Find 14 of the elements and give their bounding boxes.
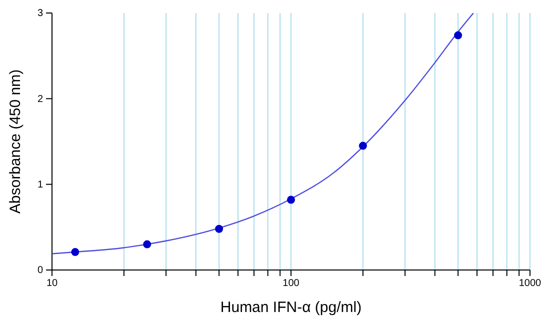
y-tick-label: 3 <box>37 8 44 20</box>
x-tick-label: 1000 <box>518 278 542 290</box>
y-axis-title: Absorbance (450 nm) <box>7 69 24 214</box>
point <box>71 248 80 256</box>
x-tick-label: 10 <box>46 278 58 290</box>
x-axis-title: Human IFN-α (pg/ml) <box>220 299 362 316</box>
y-tick-label: 1 <box>37 180 44 191</box>
x-tick-label: 100 <box>282 278 300 290</box>
point <box>143 240 152 248</box>
y-tick-label: 2 <box>37 94 44 105</box>
point <box>358 142 367 150</box>
point <box>215 224 224 233</box>
point <box>287 196 295 204</box>
y-tick-label: 0 <box>37 265 44 276</box>
